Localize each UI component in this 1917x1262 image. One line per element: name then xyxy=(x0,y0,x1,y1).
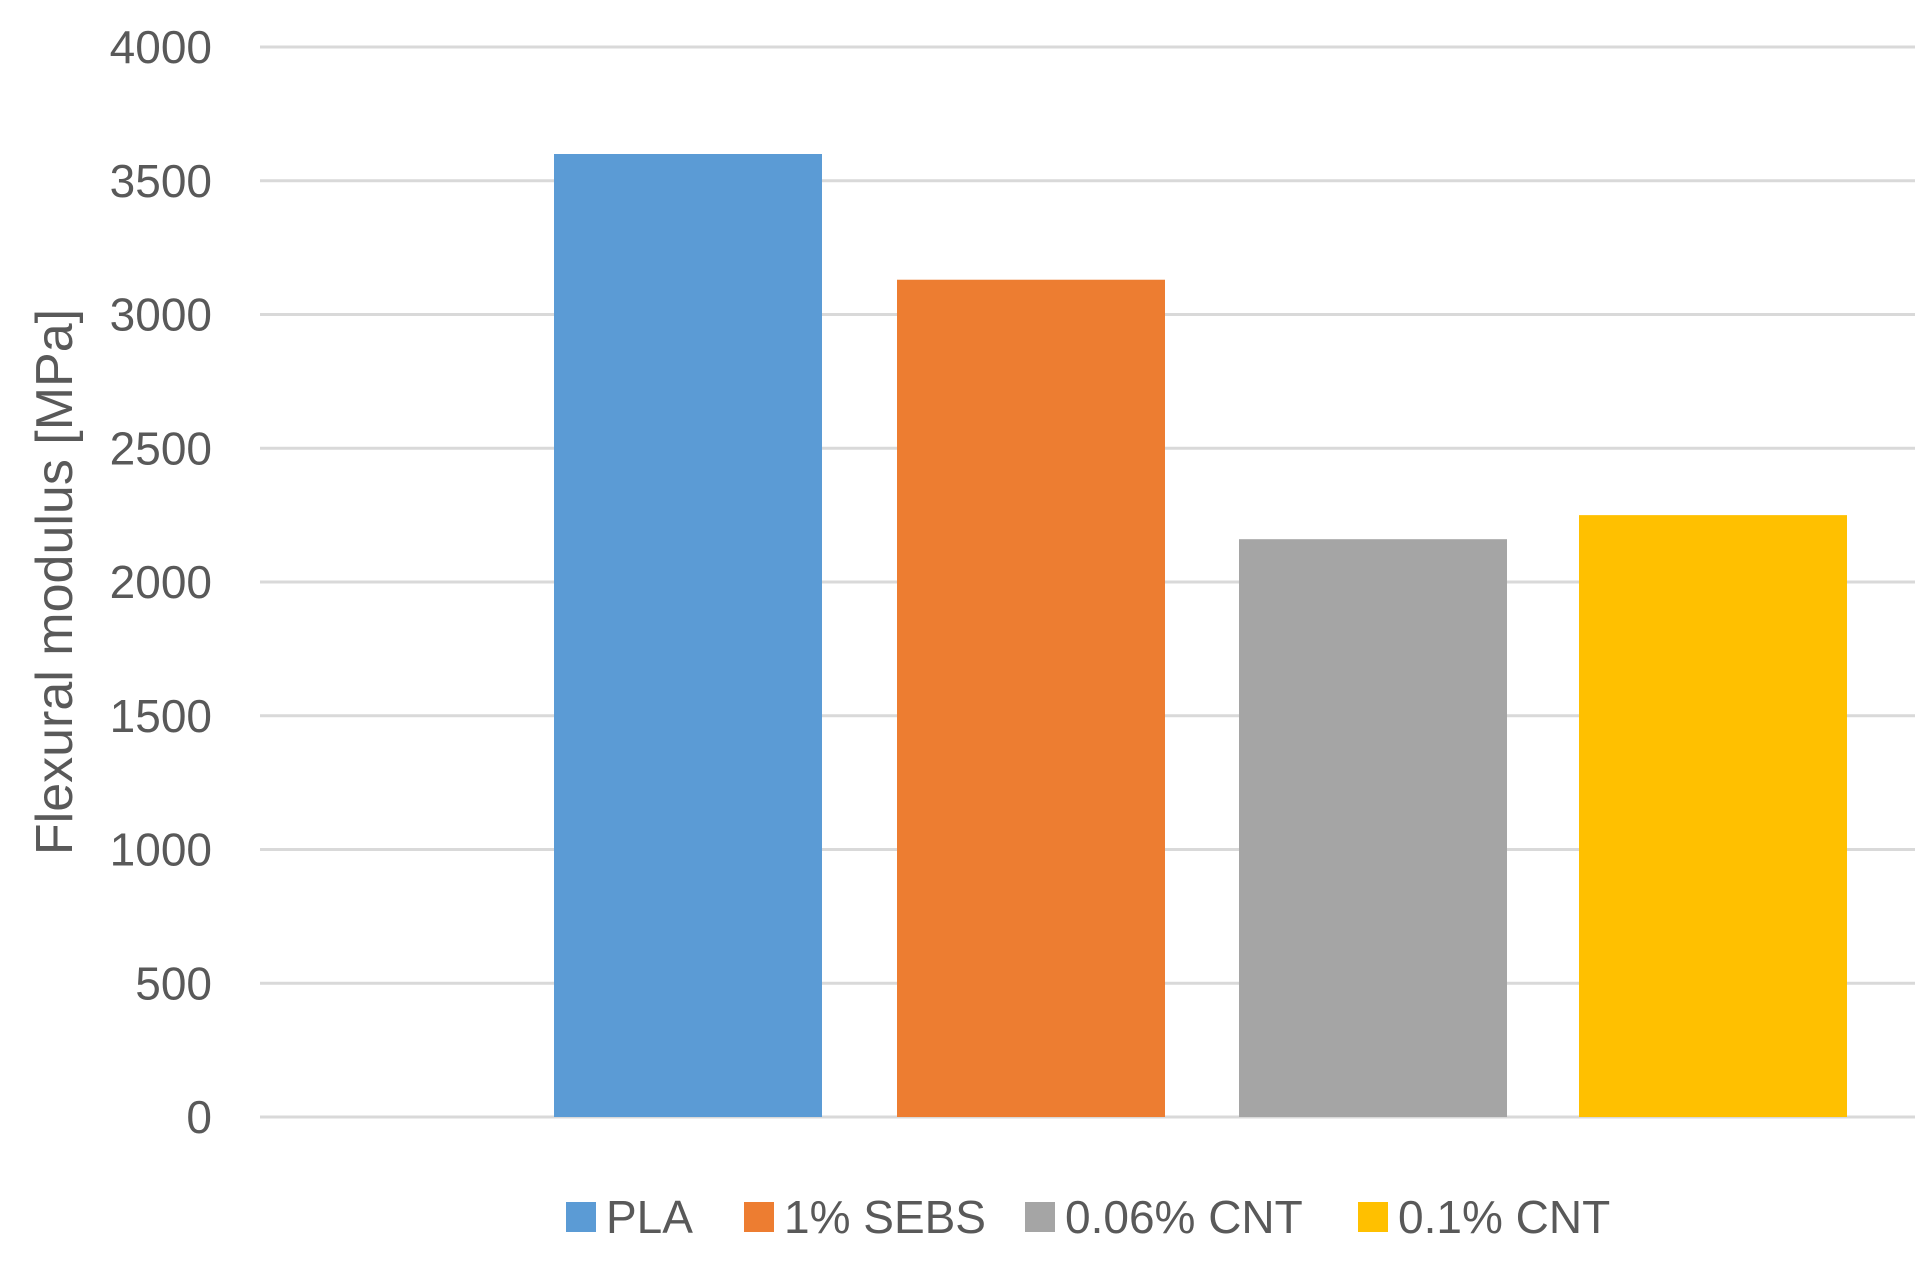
bar-0-06-cnt xyxy=(1239,539,1507,1117)
y-axis-ticks: 0 500 1000 1500 2000 2500 3000 3500 4000 xyxy=(110,21,212,1143)
y-tick-label: 4000 xyxy=(110,21,212,73)
y-tick-label: 3000 xyxy=(110,289,212,341)
legend-label: 0.1% CNT xyxy=(1398,1191,1610,1243)
legend-swatch xyxy=(1025,1202,1055,1232)
legend-label: 1% SEBS xyxy=(784,1191,986,1243)
bar-0-1-cnt xyxy=(1579,515,1847,1117)
y-tick-label: 2000 xyxy=(110,556,212,608)
legend-swatch xyxy=(566,1202,596,1232)
legend-label: 0.06% CNT xyxy=(1065,1191,1303,1243)
y-tick-label: 1500 xyxy=(110,690,212,742)
legend-label: PLA xyxy=(606,1191,693,1243)
legend-swatch xyxy=(1358,1202,1388,1232)
y-tick-label: 500 xyxy=(135,957,212,1009)
bar-pla xyxy=(554,154,822,1117)
y-tick-label: 2500 xyxy=(110,422,212,474)
y-axis-title: Flexural modulus [MPa] xyxy=(26,309,84,855)
y-tick-label: 1000 xyxy=(110,824,212,876)
legend-swatch xyxy=(744,1202,774,1232)
bar-1-sebs xyxy=(897,279,1165,1118)
bars xyxy=(554,154,1847,1118)
y-tick-label: 3500 xyxy=(110,155,212,207)
y-tick-label: 0 xyxy=(186,1091,212,1143)
legend: PLA 1% SEBS 0.06% CNT 0.1% CNT xyxy=(566,1191,1610,1243)
